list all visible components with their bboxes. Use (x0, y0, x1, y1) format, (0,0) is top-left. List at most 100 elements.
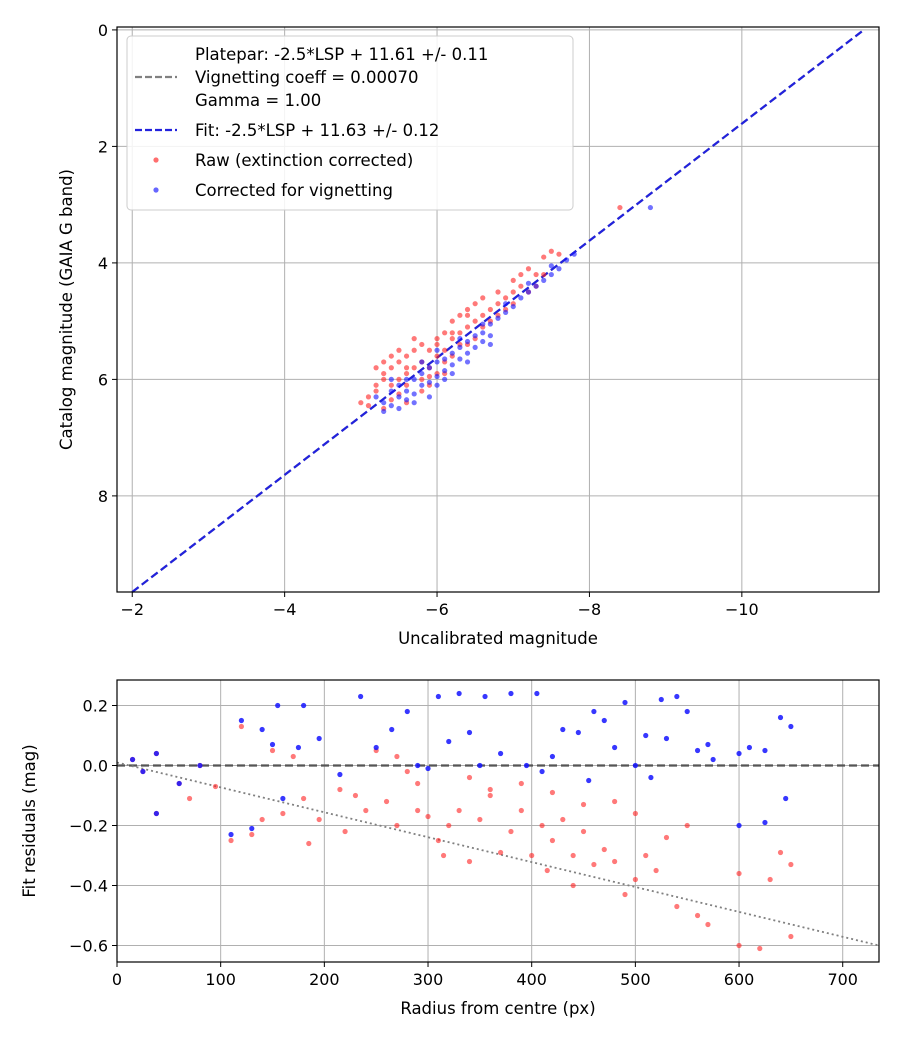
calibration-corrected-point (487, 333, 493, 339)
calibration-raw-point (541, 254, 547, 260)
calibration-corrected-point (373, 394, 379, 400)
residuals-raw-point (415, 807, 421, 814)
calibration-raw-point (403, 370, 410, 377)
residuals-raw-point (456, 807, 462, 814)
residuals-y-axis-label: Fit residuals (mag) (20, 744, 39, 897)
residuals-corrected-point (762, 747, 768, 754)
calibration-raw-point (495, 289, 501, 295)
residuals-y-tick-label: 0.2 (83, 697, 108, 716)
residuals-raw-point (736, 942, 742, 949)
residuals-raw-point (487, 786, 493, 793)
legend-gamma-label: Gamma = 1.00 (195, 91, 321, 110)
calibration-corrected-point (480, 338, 486, 345)
residuals-corrected-point (477, 762, 483, 769)
residuals-raw-point (560, 816, 566, 823)
calibration-corrected-point (434, 373, 440, 380)
calibration-raw-point (373, 382, 379, 388)
residuals-y-tick-label: −0.6 (69, 937, 108, 956)
residuals-raw-point (352, 792, 359, 799)
calibration-raw-point (419, 376, 425, 382)
calibration-x-tick-label: −2 (120, 600, 144, 619)
calibration-axes-frame (116, 26, 880, 593)
residuals-raw-point (508, 828, 514, 835)
calibration-corrected-point (464, 350, 471, 356)
residuals-raw-point (580, 801, 587, 808)
residuals-corrected-point (446, 738, 452, 745)
residuals-corrected-point (404, 708, 410, 715)
calibration-corrected-point (442, 368, 448, 374)
calibration-raw-point (426, 373, 433, 380)
residuals-corrected-point (435, 693, 441, 700)
residuals-corrected-point (358, 693, 364, 700)
residuals-raw-point (788, 933, 794, 940)
calibration-raw-point (388, 397, 394, 403)
calibration-corrected-point (442, 356, 448, 362)
residuals-corrected-point (762, 819, 768, 826)
calibration-ticks: −2 −4 −6 −8 −10 0 2 4 6 8 (98, 21, 759, 619)
calibration-y-tick-label: 0 (98, 21, 108, 40)
residuals-x-tick-label: 200 (309, 970, 340, 989)
residuals-x-tick-label: 600 (724, 970, 755, 989)
residuals-raw-point (435, 837, 441, 844)
calibration-corrected-point (388, 376, 394, 382)
residuals-raw-point (259, 816, 265, 823)
residuals-reference-lines (116, 761, 880, 947)
calibration-x-tick-label: −6 (425, 600, 449, 619)
calibration-raw-point (617, 204, 623, 211)
residuals-axes-frame (116, 679, 880, 963)
calibration-raw-point (472, 301, 478, 307)
residuals-raw-point (383, 798, 390, 805)
calibration-corrected-point (419, 370, 425, 377)
residuals-raw-point (663, 834, 670, 841)
residuals-corrected-point (648, 774, 654, 781)
residuals-y-tick-label: 0.0 (83, 757, 108, 776)
residuals-raw-point (643, 852, 649, 859)
residuals-raw-point (477, 816, 483, 823)
residuals-corrected-point (466, 729, 473, 736)
residuals-raw-point (632, 876, 638, 883)
calibration-corrected-point (548, 263, 554, 269)
residuals-raw-point (539, 822, 545, 829)
calibration-corrected-point (525, 289, 532, 295)
calibration-corrected-point (434, 347, 440, 353)
residuals-raw-point (337, 786, 343, 793)
calibration-corrected-point (487, 321, 493, 327)
calibration-corrected-point (426, 365, 433, 371)
calibration-raw-point (381, 359, 387, 365)
residuals-x-tick-label: 0 (112, 970, 122, 989)
residuals-corrected-point (632, 762, 638, 769)
calibration-corrected-point (472, 344, 478, 350)
residuals-corrected-point (456, 690, 462, 697)
legend-platepar-label: Platepar: -2.5*LSP + 11.61 +/- 0.11 (195, 45, 488, 64)
legend-box (126, 35, 574, 211)
calibration-raw-point (472, 318, 478, 324)
legend-fit-label: Fit: -2.5*LSP + 11.63 +/- 0.12 (195, 121, 439, 140)
residuals-raw-point (674, 903, 680, 910)
calibration-raw-point (457, 312, 463, 318)
calibration-corrected-point (434, 382, 440, 388)
residuals-corrected-point (508, 690, 514, 697)
residuals-raw-point (363, 807, 369, 814)
calibration-corrected-point (548, 271, 554, 278)
calibration-raw-point (457, 330, 463, 336)
calibration-x-axis-label: Uncalibrated magnitude (398, 629, 598, 648)
residuals-raw-point (549, 837, 556, 844)
residuals-corrected-point (586, 777, 592, 784)
calibration-raw-point (464, 312, 471, 318)
residuals-raw-point (290, 753, 296, 760)
residuals-raw-point (544, 867, 550, 874)
residuals-corrected-point (425, 765, 431, 772)
legend-corrected-label: Corrected for vignetting (195, 181, 393, 200)
calibration-corrected-point (647, 204, 654, 211)
residuals-corrected-point (705, 741, 711, 748)
residuals-raw-point (788, 861, 794, 868)
residuals-raw-point (705, 921, 711, 928)
calibration-raw-point (388, 353, 394, 359)
residuals-raw-point (580, 828, 587, 835)
residuals-corrected-series (129, 690, 794, 838)
calibration-corrected-point (503, 301, 509, 307)
calibration-corrected-point (388, 403, 394, 409)
calibration-corrected-point (541, 277, 547, 283)
calibration-raw-point (365, 394, 372, 400)
residuals-corrected-point (746, 744, 753, 751)
